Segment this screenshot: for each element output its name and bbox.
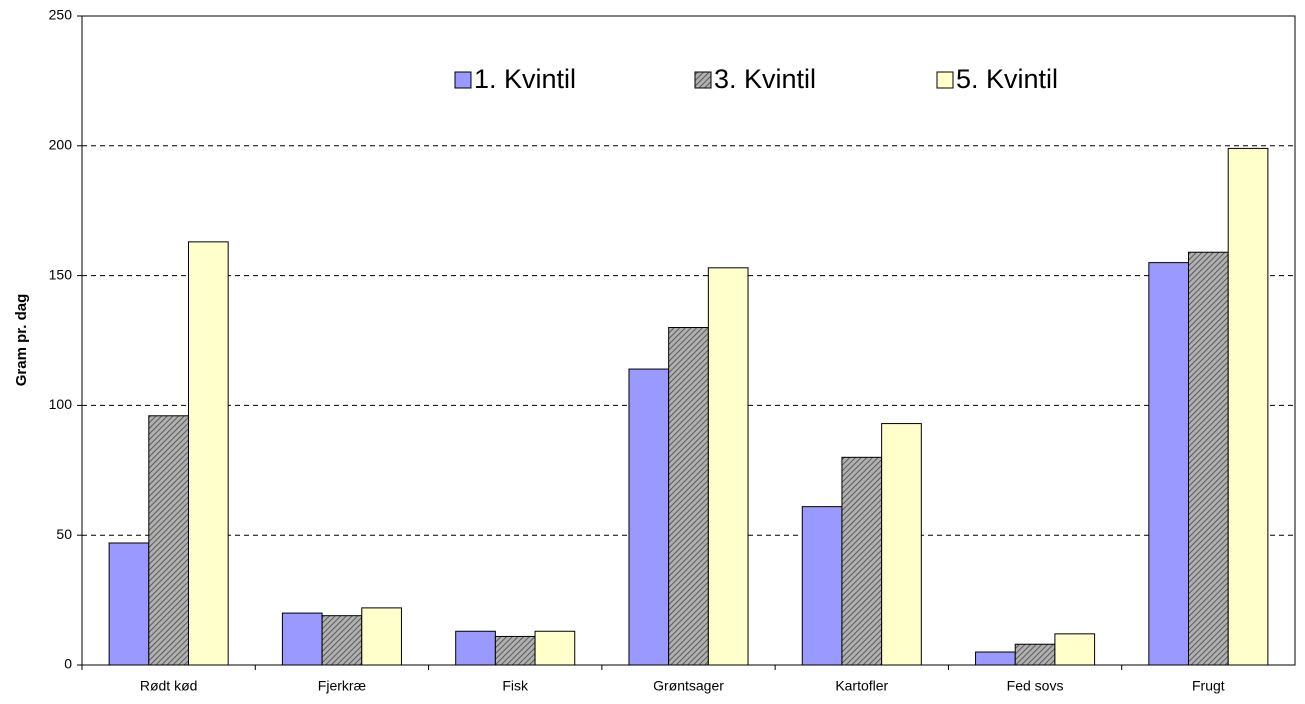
bar <box>841 456 883 666</box>
bar <box>881 423 922 666</box>
bar <box>801 506 843 666</box>
bar <box>494 635 536 666</box>
bar <box>148 415 189 666</box>
legend-label: 3. Kvintil <box>714 64 816 94</box>
y-tick-label: 50 <box>56 526 72 542</box>
bar <box>321 615 363 666</box>
x-tick-label: Fjerkræ <box>318 678 366 694</box>
x-tick-label: Frugt <box>1192 678 1225 694</box>
legend-label: 5. Kvintil <box>956 64 1058 94</box>
bar <box>1188 251 1229 666</box>
bar <box>108 542 150 666</box>
x-tick-label: Fisk <box>502 678 529 694</box>
bar <box>1054 633 1096 666</box>
y-tick-label: 200 <box>49 137 73 153</box>
bar <box>707 267 749 666</box>
bar <box>1227 147 1269 666</box>
legend-swatch <box>936 71 954 89</box>
x-tick-label: Rødt kød <box>140 678 198 694</box>
x-tick-label: Grøntsager <box>653 678 724 694</box>
x-tick-label: Kartofler <box>835 678 888 694</box>
legend-swatch <box>454 71 472 89</box>
y-tick-label: 150 <box>49 266 73 282</box>
y-axis-label: Gram pr. dag <box>13 294 30 387</box>
bar <box>628 368 670 666</box>
bar <box>361 607 402 666</box>
bar <box>534 630 576 666</box>
bar <box>281 612 323 666</box>
x-tick-label: Fed sovs <box>1007 678 1064 694</box>
legend-label: 1. Kvintil <box>474 64 576 94</box>
bar <box>187 241 229 666</box>
bar <box>1148 262 1190 666</box>
y-tick-label: 0 <box>64 656 72 672</box>
bar <box>668 327 709 666</box>
legend-swatch <box>694 71 712 89</box>
y-tick-label: 100 <box>49 396 73 412</box>
y-tick-label: 250 <box>49 7 73 23</box>
bar <box>975 651 1016 666</box>
bar <box>1014 643 1056 666</box>
bar <box>455 630 496 666</box>
